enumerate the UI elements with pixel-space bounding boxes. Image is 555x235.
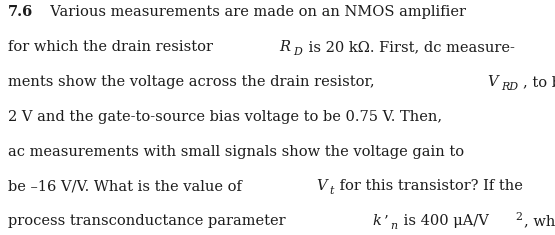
Text: , to be: , to be <box>523 75 555 89</box>
Text: for this transistor? If the: for this transistor? If the <box>335 179 523 193</box>
Text: for which the drain resistor: for which the drain resistor <box>8 40 218 54</box>
Text: 2: 2 <box>515 212 522 222</box>
Text: V: V <box>316 179 327 193</box>
Text: k: k <box>372 214 381 228</box>
Text: ments show the voltage across the drain resistor,: ments show the voltage across the drain … <box>8 75 380 89</box>
Text: ’: ’ <box>384 214 388 228</box>
Text: is 400 μA/V: is 400 μA/V <box>399 214 489 228</box>
Text: ac measurements with small signals show the voltage gain to: ac measurements with small signals show … <box>8 145 465 159</box>
Text: process transconductance parameter: process transconductance parameter <box>8 214 291 228</box>
Text: R: R <box>279 40 290 54</box>
Text: , what is: , what is <box>524 214 555 228</box>
Text: 7.6: 7.6 <box>8 5 33 20</box>
Text: is 20 kΩ. First, dc measure-: is 20 kΩ. First, dc measure- <box>305 40 516 54</box>
Text: t: t <box>330 186 334 196</box>
Text: be –16 V/V. What is the value of: be –16 V/V. What is the value of <box>8 179 247 193</box>
Text: n: n <box>390 221 397 231</box>
Text: 2 V and the gate-to-source bias voltage to be 0.75 V. Then,: 2 V and the gate-to-source bias voltage … <box>8 110 442 124</box>
Text: Various measurements are made on an NMOS amplifier: Various measurements are made on an NMOS… <box>41 5 466 20</box>
Text: RD: RD <box>501 82 518 92</box>
Text: V: V <box>487 75 498 89</box>
Text: D: D <box>293 47 302 57</box>
